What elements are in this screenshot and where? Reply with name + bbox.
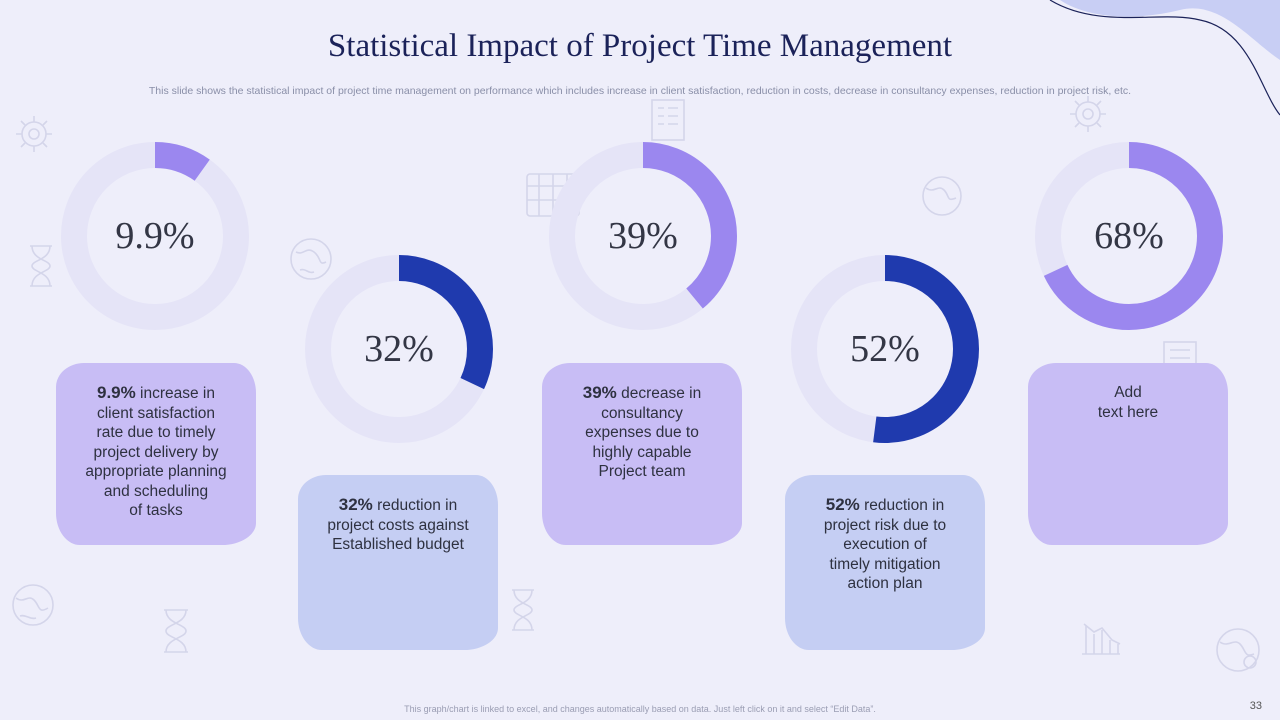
hourglass-watermark-icon	[30, 245, 52, 287]
stat-card-text-5: Add text here	[1097, 384, 1159, 421]
stat-card-text-3: 39% decrease in consultancy expenses due t…	[582, 383, 702, 480]
gear-watermark-icon-2	[1070, 96, 1106, 132]
hourglass-watermark-icon-2	[164, 609, 188, 653]
donut-value-label-2: 32%	[364, 328, 434, 370]
stat-card-text-2: 32% reduction in project costs against Est…	[327, 495, 469, 553]
globe-watermark-icon-3	[12, 584, 54, 626]
hourglass-watermark-icon-3	[512, 589, 534, 631]
donut-chart-2: 32%	[304, 254, 494, 444]
card-highlight-value: 39%	[582, 383, 617, 402]
donut-value-label-4: 52%	[850, 328, 920, 370]
stat-card-text-4: 52% reduction in project risk due to execu…	[823, 495, 947, 592]
donut-value-label-3: 39%	[608, 215, 678, 257]
donut-chart-5: 68%	[1034, 141, 1224, 331]
stat-card-text-1: 9.9% increase in client satisfaction rate …	[85, 383, 227, 519]
donut-value-label-5: 68%	[1094, 215, 1164, 257]
donut-arc-5	[1035, 142, 1223, 330]
corner-decoration	[1049, 0, 1280, 116]
card-highlight-value: 32%	[338, 495, 373, 514]
donut-arc-3	[549, 142, 737, 330]
donut-arc-1	[61, 142, 249, 330]
document-watermark-icon	[651, 99, 685, 141]
donut-chart-3: 39%	[548, 141, 738, 331]
donut-chart-4: 52%	[790, 254, 980, 444]
stat-card-2: 32% reduction in project costs against Est…	[298, 475, 498, 650]
bar-chart-watermark-icon	[1082, 623, 1121, 655]
stat-card-1: 9.9% increase in client satisfaction rate …	[56, 363, 256, 545]
donut-arc-2	[305, 255, 493, 443]
donut-chart-1: 9.9%	[60, 141, 250, 331]
page-subtitle: This slide shows the statistical impact …	[148, 85, 1132, 97]
donut-arc-4	[791, 255, 979, 443]
stat-card-3: 39% decrease in consultancy expenses due t…	[542, 363, 742, 545]
page-title: Statistical Impact of Project Time Manag…	[327, 28, 953, 64]
globe-watermark-icon-2	[922, 176, 962, 216]
stat-card-5: Add text here	[1028, 363, 1228, 545]
globe-watermark-icon-4	[1216, 628, 1260, 672]
footer-note: This graph/chart is linked to excel, and…	[404, 704, 876, 714]
donut-value-label-1: 9.9%	[115, 215, 195, 257]
card-highlight-value: 9.9%	[96, 383, 136, 402]
globe-watermark-icon	[290, 238, 332, 280]
page-number: 33	[1249, 700, 1262, 712]
gear-watermark-icon	[16, 116, 52, 152]
stat-card-4: 52% reduction in project risk due to execu…	[785, 475, 985, 650]
card-highlight-value: 52%	[825, 495, 860, 514]
